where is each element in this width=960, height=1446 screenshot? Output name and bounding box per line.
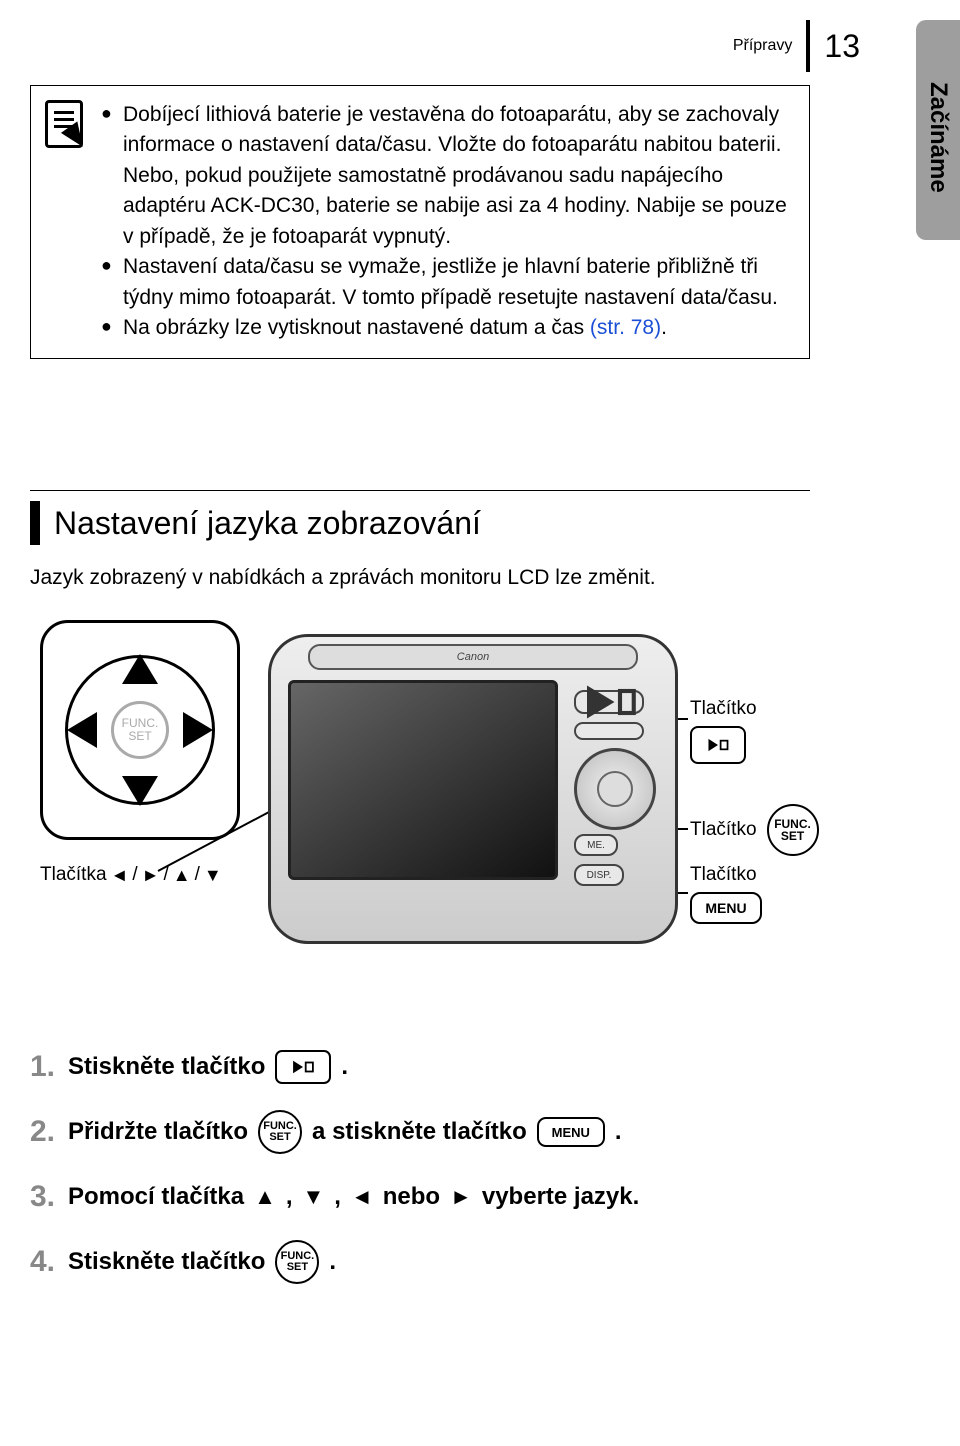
arrow-right-icon: ► [142,865,160,886]
step-text: Pomocí tlačítka [68,1183,244,1211]
step-text: Stiskněte tlačítko [68,1248,265,1276]
arrow-up-icon: ▲ [173,865,191,886]
play-button-icon [275,1050,331,1084]
arrow-up-icon: ▲ [254,1184,276,1210]
side-tab: Začínáme [916,20,960,240]
section-name: Přípravy [733,37,793,55]
note-list: Dobíjecí lithiová baterie je vestavěna d… [101,100,793,344]
arrow-left-icon: ◄ [111,865,129,886]
menu-button-icon: MENU [537,1117,605,1147]
step-2: 2. Přidržte tlačítko FUNC. SET a stiskně… [30,1110,890,1154]
comma: , [286,1183,293,1211]
arrow-down-icon [122,776,158,806]
step-text: vyberte jazyk. [482,1183,639,1211]
page-header: Přípravy 13 [733,20,860,72]
note-text: Na obrázky lze vytisknout nastavené datu… [123,316,590,339]
step-text: . [341,1053,348,1081]
dpad-circle: FUNC. SET [65,655,215,805]
camera-top-strip: Canon [308,644,638,670]
set-text: SET [287,1262,308,1273]
func-set-button-icon: FUNC. SET [275,1240,319,1284]
camera-screen [288,680,558,880]
note-pencil-icon [45,100,83,148]
menu-button-icon: MENU [690,892,762,924]
camera-controls: ME. DISP. [574,690,664,930]
step-text: . [329,1248,336,1276]
callout-column: Tlačítko Tlačítko FUNC. SET Tlačítko MEN… [690,670,890,930]
func-set-icon: FUNC. SET [111,701,169,759]
callout-func: Tlačítko FUNC. SET [690,804,890,856]
note-bullet: Nastavení data/času se vymaže, jestliže … [101,252,793,313]
callout-label: Tlačítko [690,819,757,841]
note-text: . [661,316,667,339]
play-icon [576,680,642,724]
step-text: a stiskněte tlačítko [312,1118,527,1146]
callout-label: Tlačítko [690,698,757,720]
camera-play-button [574,690,644,714]
camera-menu-button: ME. [574,834,618,856]
func-set-button-icon: FUNC. SET [767,804,819,856]
set-label: SET [114,730,166,743]
page-number: 13 [824,28,860,65]
dpad-label: Tlačítka ◄/ ►/ ▲/ ▼ [40,864,222,886]
callout-play-icon-row [690,726,890,764]
camera-diagram: FUNC. SET Tlačítka ◄/ ►/ ▲/ ▼ Canon ME. … [30,610,900,1030]
set-text: SET [269,1132,290,1143]
callout-menu-icon-row: MENU [690,892,890,924]
note-box: Dobíjecí lithiová baterie je vestavěna d… [30,85,810,359]
arrow-down-icon: ▼ [204,865,222,886]
camera-dpad-wheel [574,748,656,830]
play-button-icon [690,726,746,764]
callout-menu: Tlačítko [690,864,890,886]
arrow-up-icon [122,654,158,684]
step-4: 4. Stiskněte tlačítko FUNC. SET . [30,1240,890,1284]
step-number: 2. [30,1115,58,1149]
set-text: SET [781,830,804,842]
step-text: nebo [383,1183,440,1211]
step-3: 3. Pomocí tlačítka ▲ , ▼ , ◄ nebo ► vybe… [30,1180,890,1214]
camera-print-button [574,722,644,740]
step-text: Přidržte tlačítko [68,1118,248,1146]
step-number: 1. [30,1050,58,1084]
note-bullet: Dobíjecí lithiová baterie je vestavěna d… [101,100,793,252]
arrow-left-icon: ◄ [351,1184,373,1210]
dpad-label-text: Tlačítka [40,864,107,886]
section-heading: Nastavení jazyka zobrazování [54,505,481,542]
step-1: 1. Stiskněte tlačítko . [30,1050,890,1084]
camera-disp-button: DISP. [574,864,624,886]
step-number: 4. [30,1245,58,1279]
arrow-right-icon [183,712,213,748]
camera-illustration: Canon ME. DISP. [268,634,678,944]
callout-play: Tlačítko [690,698,890,720]
arrow-right-icon: ► [450,1184,472,1210]
func-set-button-icon: FUNC. SET [258,1110,302,1154]
heading-bar [30,501,40,545]
step-number: 3. [30,1180,58,1214]
step-text: Stiskněte tlačítko [68,1053,265,1081]
callout-label: Tlačítko [690,864,757,886]
step-text: . [615,1118,622,1146]
page-reference-link[interactable]: (str. 78) [590,316,661,339]
dpad-callout-box: FUNC. SET [40,620,240,840]
comma: , [334,1183,341,1211]
note-bullet: Na obrázky lze vytisknout nastavené datu… [101,313,793,343]
section-heading-row: Nastavení jazyka zobrazování [30,490,810,545]
steps-list: 1. Stiskněte tlačítko . 2. Přidržte tlač… [30,1050,890,1310]
arrow-down-icon: ▼ [303,1184,325,1210]
section-subtext: Jazyk zobrazený v nabídkách a zprávách m… [30,566,890,590]
arrow-left-icon [67,712,97,748]
header-divider [806,20,810,72]
